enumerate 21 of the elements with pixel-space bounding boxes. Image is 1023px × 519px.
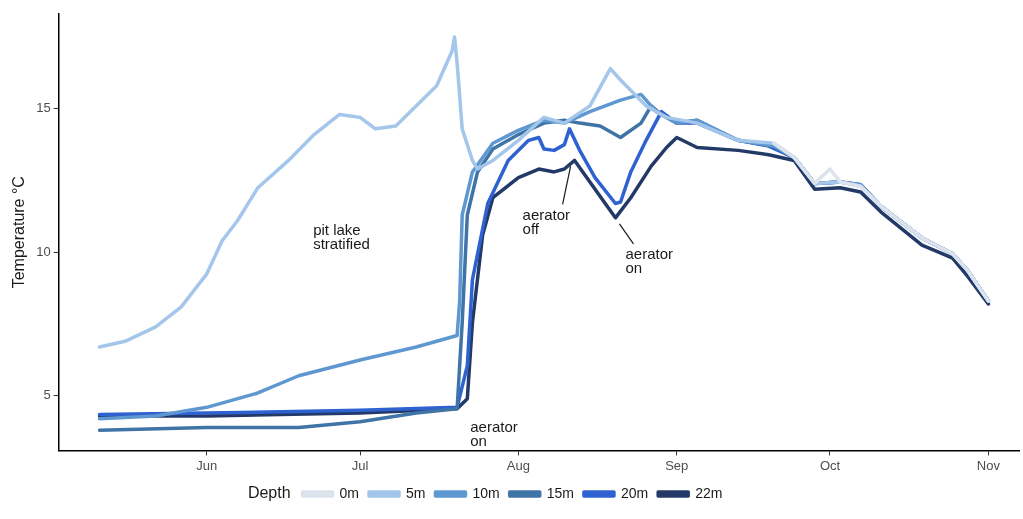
x-tick-label: Jun <box>196 457 218 473</box>
y-tick-label: 15 <box>36 100 51 116</box>
legend-label: 0m <box>339 484 360 501</box>
legend-label: 20m <box>620 484 649 501</box>
x-tick-label: Oct <box>819 457 841 473</box>
y-tick-label: 5 <box>43 387 51 403</box>
legend-label: 5m <box>406 484 426 501</box>
legend-label: 15m <box>546 484 574 501</box>
annotation: pit lake stratified <box>313 221 370 253</box>
y-axis-title: Temperature °C <box>10 176 28 289</box>
annotation: aerator on <box>470 418 518 450</box>
x-tick-label: Sep <box>665 457 689 473</box>
legend-label: 10m <box>472 484 500 501</box>
x-tick-label: Aug <box>506 457 530 473</box>
x-tick-label: Jul <box>351 457 369 473</box>
y-tick-label: 10 <box>36 243 51 259</box>
x-tick-label: Nov <box>976 457 1001 473</box>
annotation: aerator off <box>522 206 571 238</box>
legend-label: 22m <box>695 484 723 501</box>
annotation: aerator on <box>625 245 673 277</box>
legend-title: Depth <box>247 484 291 502</box>
